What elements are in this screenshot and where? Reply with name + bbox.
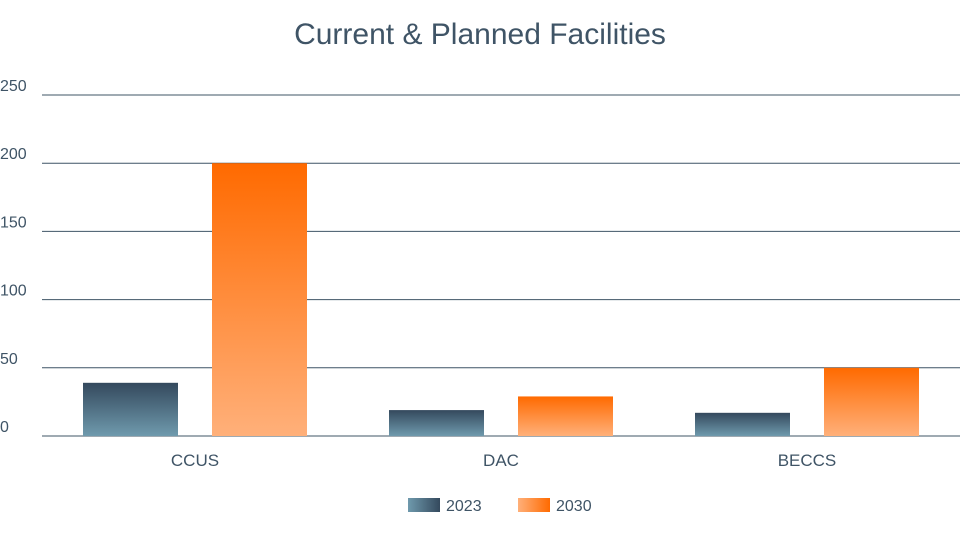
bars bbox=[83, 163, 919, 436]
y-axis-ticks: 0 50 100 150 200 250 bbox=[0, 78, 27, 436]
x-category-label: DAC bbox=[483, 451, 519, 470]
gridlines bbox=[42, 94, 960, 437]
y-tick-label: 100 bbox=[0, 283, 27, 300]
y-tick-label: 250 bbox=[0, 78, 27, 95]
bar-2030-dac bbox=[518, 396, 613, 436]
y-tick-label: 50 bbox=[0, 351, 18, 368]
legend-label-2023: 2023 bbox=[446, 498, 482, 515]
bar-2023-dac bbox=[389, 410, 484, 436]
legend-swatch-2030 bbox=[518, 498, 550, 512]
chart-title: Current & Planned Facilities bbox=[294, 18, 666, 51]
legend-swatch-2023 bbox=[408, 498, 440, 512]
y-tick-label: 200 bbox=[0, 146, 27, 163]
x-axis-labels: CCUS DAC BECCS bbox=[171, 451, 836, 470]
y-tick-label: 150 bbox=[0, 214, 27, 231]
bar-2023-beccs bbox=[695, 412, 790, 436]
bar-2030-beccs bbox=[824, 367, 919, 436]
x-category-label: CCUS bbox=[171, 451, 219, 470]
legend-label-2030: 2030 bbox=[556, 498, 592, 515]
legend: 2023 2030 bbox=[408, 498, 592, 515]
bar-2023-ccus bbox=[83, 382, 178, 436]
bar-2030-ccus bbox=[212, 163, 307, 436]
x-category-label: BECCS bbox=[778, 451, 837, 470]
y-tick-label: 0 bbox=[0, 419, 9, 436]
